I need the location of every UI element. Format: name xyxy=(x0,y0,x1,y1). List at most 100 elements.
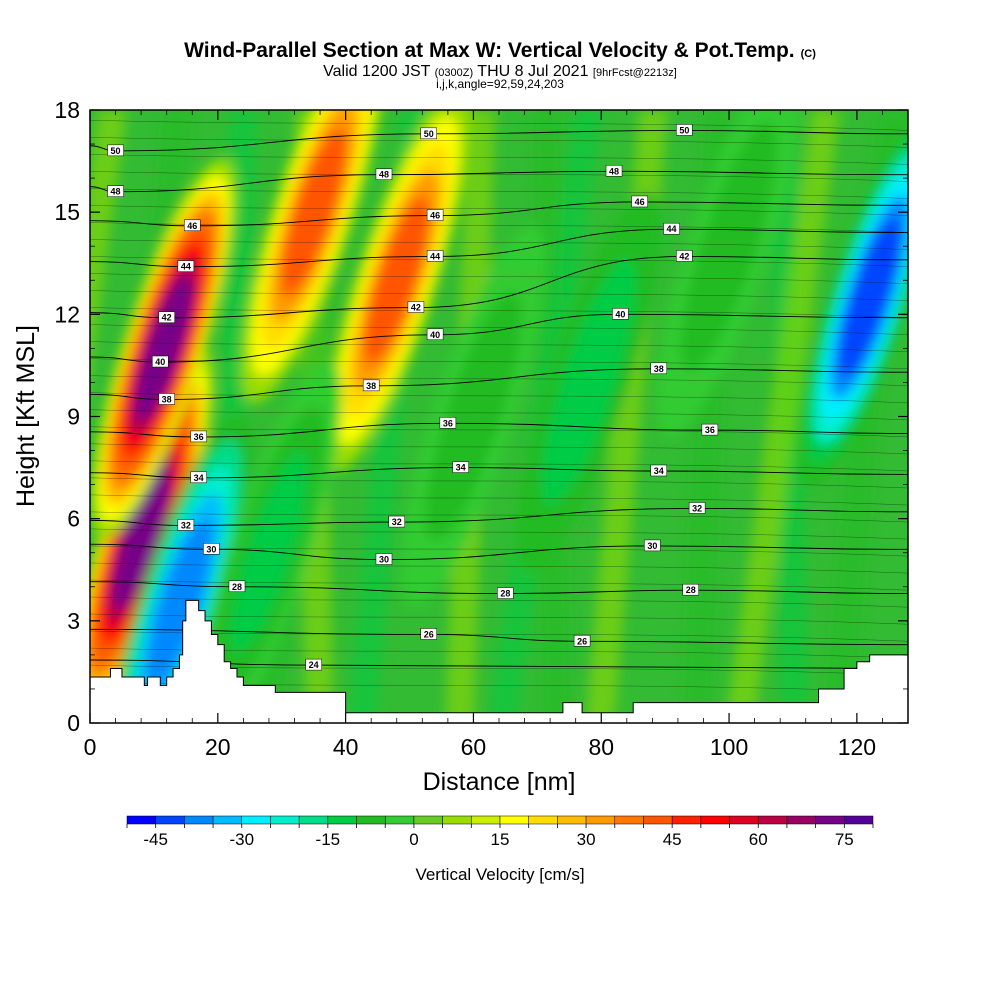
theta-label: 36 xyxy=(190,430,207,443)
colorbar-swatch xyxy=(643,815,673,825)
theta-label: 46 xyxy=(631,195,648,208)
theta-label: 28 xyxy=(682,583,699,596)
theta-label-text: 44 xyxy=(667,224,677,234)
theta-label: 48 xyxy=(605,165,623,177)
terrain-mask xyxy=(90,599,908,723)
theta-label-text: 48 xyxy=(379,170,389,180)
theta-label: 44 xyxy=(177,260,195,272)
theta-contour-minor xyxy=(90,562,908,574)
velocity-cell xyxy=(90,157,237,540)
colorbar-swatch xyxy=(585,815,616,825)
theta-label-text: 26 xyxy=(577,636,587,646)
theta-contour xyxy=(90,507,908,526)
colorbar-swatch xyxy=(614,815,644,825)
theta-label: 40 xyxy=(152,355,169,368)
theta-label: 26 xyxy=(573,635,591,647)
theta-label: 44 xyxy=(663,222,680,235)
x-tick-label: 20 xyxy=(205,734,231,760)
colorbar-tick-label: 60 xyxy=(749,830,768,849)
theta-label-text: 50 xyxy=(679,125,689,135)
theta-label: 36 xyxy=(701,423,719,436)
theta-label-text: 38 xyxy=(654,364,664,374)
theta-label: 50 xyxy=(676,124,693,136)
theta-label-text: 26 xyxy=(424,629,434,639)
theta-label-text: 48 xyxy=(609,166,619,176)
theta-contour xyxy=(90,628,908,646)
theta-contour-minor xyxy=(90,358,908,370)
colorbar-swatch xyxy=(528,815,558,825)
chart-title: Wind-Parallel Section at Max W: Vertical… xyxy=(184,39,816,62)
theta-label-text: 38 xyxy=(162,394,172,404)
colorbar-swatch xyxy=(270,815,300,825)
colorbar-swatch xyxy=(757,815,788,825)
theta-label-text: 28 xyxy=(232,582,242,592)
velocity-cell xyxy=(797,110,908,488)
velocity-cell xyxy=(196,362,342,723)
velocity-band xyxy=(725,110,841,723)
theta-contour xyxy=(90,467,908,479)
theta-label-text: 46 xyxy=(430,211,440,221)
colorbar-swatch xyxy=(671,815,702,825)
colorbar-swatch xyxy=(557,815,587,825)
theta-label-text: 40 xyxy=(430,330,440,340)
theta-label: 42 xyxy=(676,250,693,262)
colorbar-tick-label: 15 xyxy=(491,830,510,849)
theta-contour-minor xyxy=(90,239,908,250)
y-tick-label: 15 xyxy=(54,199,80,225)
theta-label: 34 xyxy=(190,471,207,484)
colorbar-swatch xyxy=(700,815,730,825)
theta-contour-minor xyxy=(90,409,908,421)
x-tick-label: 60 xyxy=(461,734,487,760)
theta-label: 30 xyxy=(203,543,220,555)
theta-label: 38 xyxy=(158,393,175,405)
theta-contour-minor xyxy=(90,494,908,506)
velocity-cell xyxy=(515,191,662,574)
colorbar-swatch xyxy=(327,815,357,825)
theta-label: 28 xyxy=(497,587,514,599)
colorbar-swatch xyxy=(356,815,386,825)
colorbar-swatch xyxy=(729,815,759,825)
theta-label-text: 40 xyxy=(155,357,165,367)
theta-contour-minor xyxy=(90,171,908,182)
x-tick-label: 80 xyxy=(588,734,614,760)
theta-label-text: 42 xyxy=(679,251,689,261)
theta-label-text: 40 xyxy=(615,309,625,319)
velocity-cell xyxy=(241,110,387,403)
colorbar-tick-label: -15 xyxy=(316,830,341,849)
colorbar: -45 -30 -15 0 15 30 45 60 75 xyxy=(126,815,874,849)
velocity-cell xyxy=(656,110,802,437)
theta-label: 30 xyxy=(375,553,393,565)
colorbar-swatch xyxy=(298,815,329,825)
theta-label: 34 xyxy=(650,464,668,477)
theta-label-text: 34 xyxy=(194,473,204,483)
theta-label-text: 32 xyxy=(692,503,702,513)
theta-label-text: 30 xyxy=(379,555,389,565)
theta-label: 40 xyxy=(612,308,629,320)
colorbar-swatch xyxy=(499,815,529,825)
theta-label-text: 46 xyxy=(635,197,645,207)
theta-label-text: 28 xyxy=(500,589,510,599)
y-tick-label: 3 xyxy=(67,608,80,634)
theta-contour-minor xyxy=(90,596,908,608)
colorbar-swatch xyxy=(413,815,443,825)
theta-contour-minor xyxy=(90,528,908,540)
chart-subtitle: Valid 1200 JST (0300Z) THU 8 Jul 2021 [9… xyxy=(323,63,677,80)
colorbar-swatch xyxy=(184,815,214,825)
colorbar-swatch xyxy=(844,815,874,825)
theta-label: 50 xyxy=(420,127,437,140)
potential-temperature-labels: 50 50 50 48 48 48 46 46 46 44 44 44 42 42 42 40 40 40 38 38… xyxy=(107,124,719,671)
colorbar-tick-label: 75 xyxy=(835,830,854,849)
x-axis-label: Distance [nm] xyxy=(423,768,576,796)
chart-indices-line: i,j,k,angle=92,59,24,203 xyxy=(436,77,564,91)
theta-contour-minor xyxy=(90,120,908,131)
theta-contour-minor xyxy=(90,443,908,455)
y-axis-label: Height [Kft MSL] xyxy=(12,325,40,507)
theta-label-text: 36 xyxy=(443,418,453,428)
theta-contour-minor xyxy=(90,273,908,284)
x-tick-label: 120 xyxy=(838,734,876,760)
theta-label: 30 xyxy=(644,539,661,552)
y-tick-label: 18 xyxy=(54,97,80,123)
x-tick-label: 100 xyxy=(710,734,748,760)
